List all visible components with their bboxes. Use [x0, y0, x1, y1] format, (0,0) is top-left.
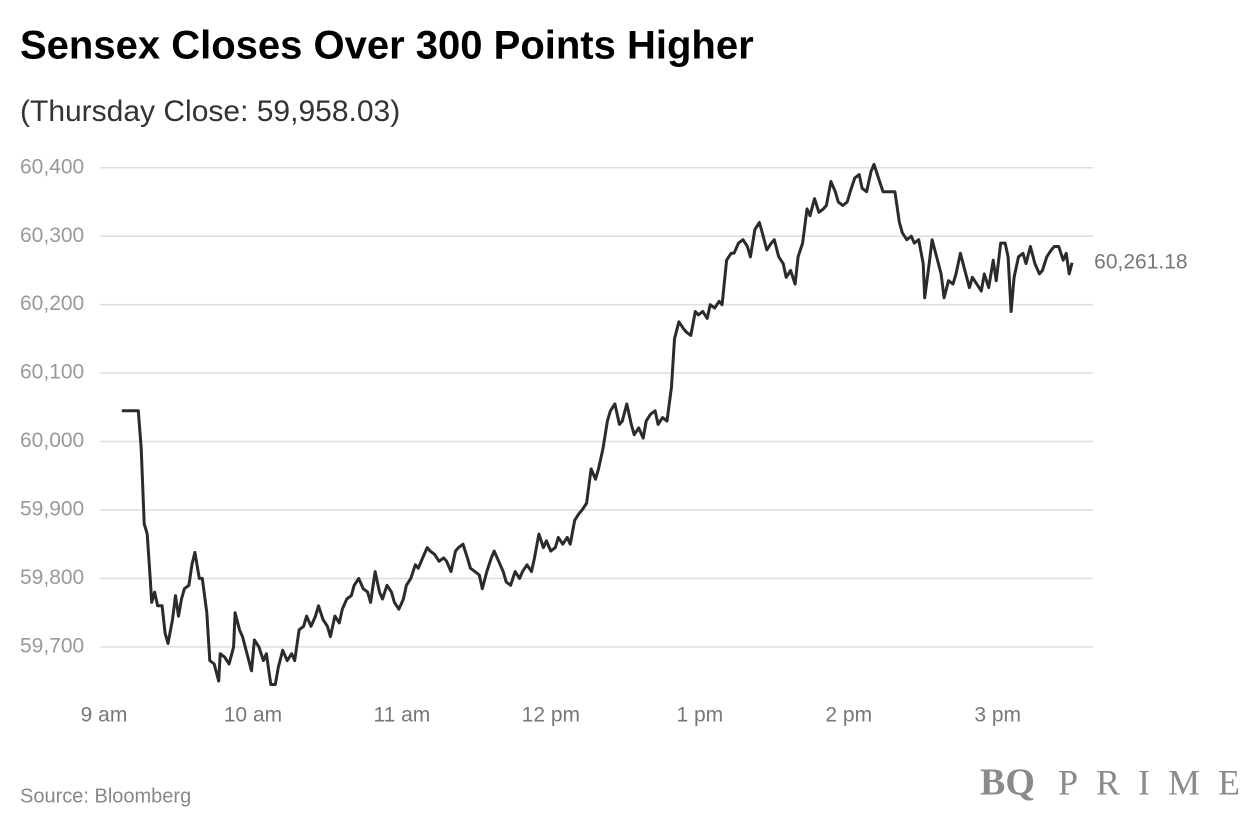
brand-logo: BQ — [980, 762, 1035, 804]
y-tick-label: 60,400 — [20, 155, 84, 178]
brand-logo: PRIME — [1058, 762, 1240, 802]
x-tick-label: 1 pm — [676, 704, 723, 727]
x-tick-label: 12 pm — [522, 704, 580, 727]
y-tick-label: 60,300 — [20, 224, 84, 247]
x-tick-label: 11 am — [373, 704, 430, 727]
end-value-label: 60,261.18 — [1094, 250, 1187, 273]
chart-subtitle: (Thursday Close: 59,958.03) — [20, 95, 400, 128]
x-tick-label: 9 am — [81, 704, 128, 727]
y-tick-label: 59,700 — [20, 634, 84, 657]
y-tick-label: 59,800 — [20, 566, 84, 589]
y-tick-label: 60,100 — [20, 361, 84, 384]
x-tick-label: 10 am — [224, 704, 282, 727]
x-tick-label: 2 pm — [825, 704, 872, 727]
chart-title: Sensex Closes Over 300 Points Higher — [20, 24, 754, 68]
x-tick-label: 3 pm — [974, 704, 1021, 727]
y-tick-label: 59,900 — [20, 498, 84, 521]
price-line — [121, 162, 1074, 686]
y-tick-label: 60,000 — [20, 429, 84, 452]
source: Source: Bloomberg — [20, 785, 191, 807]
y-tick-label: 60,200 — [20, 292, 84, 315]
